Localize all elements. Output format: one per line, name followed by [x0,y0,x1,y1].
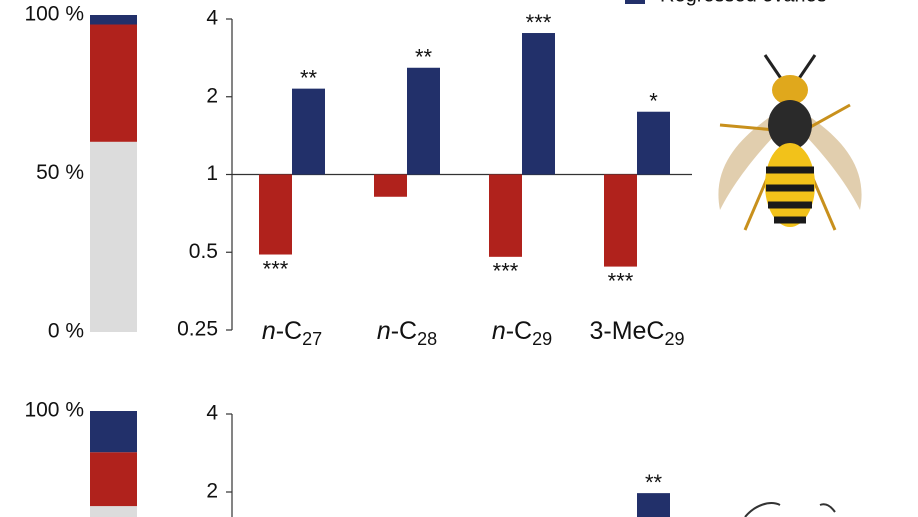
y-tick-label: 2 [206,84,218,107]
x-tick-label: n-C27 [262,317,322,349]
y-tick-label: 50 % [36,161,84,184]
significance-label: *** [526,10,552,35]
bar [292,88,325,175]
y-tick-label: 4 [206,402,218,425]
stacked-segment [90,506,137,517]
wasp-illustration [718,54,862,231]
significance-label: *** [263,256,289,281]
bar [637,493,670,517]
y-tick-label: 0 % [48,320,84,343]
bar [637,111,670,175]
significance-label: ** [645,470,663,495]
category-name: 3-MeC [589,317,664,345]
bar [259,174,292,255]
significance-label: *** [608,268,634,293]
y-tick-label: 100 % [24,3,84,26]
category-subscript: 27 [302,329,322,349]
y-tick-label: 0.5 [189,240,218,263]
bar [604,174,637,267]
category-prefix: n [492,317,506,345]
x-tick-label: n-C28 [377,317,437,349]
y-tick-label: 1 [206,162,218,185]
significance-label: *** [493,259,519,284]
legend-swatch [625,0,645,4]
y-tick-label: 4 [206,7,218,30]
x-tick-label: n-C29 [492,317,552,349]
y-tick-label: 100 % [24,399,84,422]
wasp-illustration-partial [744,502,836,517]
significance-label: * [649,89,658,114]
legend-label: Regressed ovaries [660,0,827,6]
category-subscript: 28 [417,329,437,349]
significance-label: ** [300,65,318,90]
stacked-segment [90,15,137,25]
category-subscript: 29 [532,329,552,349]
bar [489,174,522,257]
stacked-segment [90,141,137,332]
stacked-segment [90,411,137,453]
category-prefix: n [377,317,391,345]
category-subscript: 29 [664,329,684,349]
category-name: -C [276,317,302,345]
stacked-segment [90,452,137,507]
stacked-segment [90,24,137,142]
bar [522,33,555,175]
category-name: -C [506,317,532,345]
category-name: -C [391,317,417,345]
significance-label: ** [415,45,433,70]
bar [374,174,407,197]
x-tick-label: 3-MeC29 [589,317,684,349]
category-prefix: n [262,317,276,345]
bar [407,67,440,175]
y-tick-label: 2 [206,480,218,503]
y-tick-label: 0.25 [177,318,218,341]
